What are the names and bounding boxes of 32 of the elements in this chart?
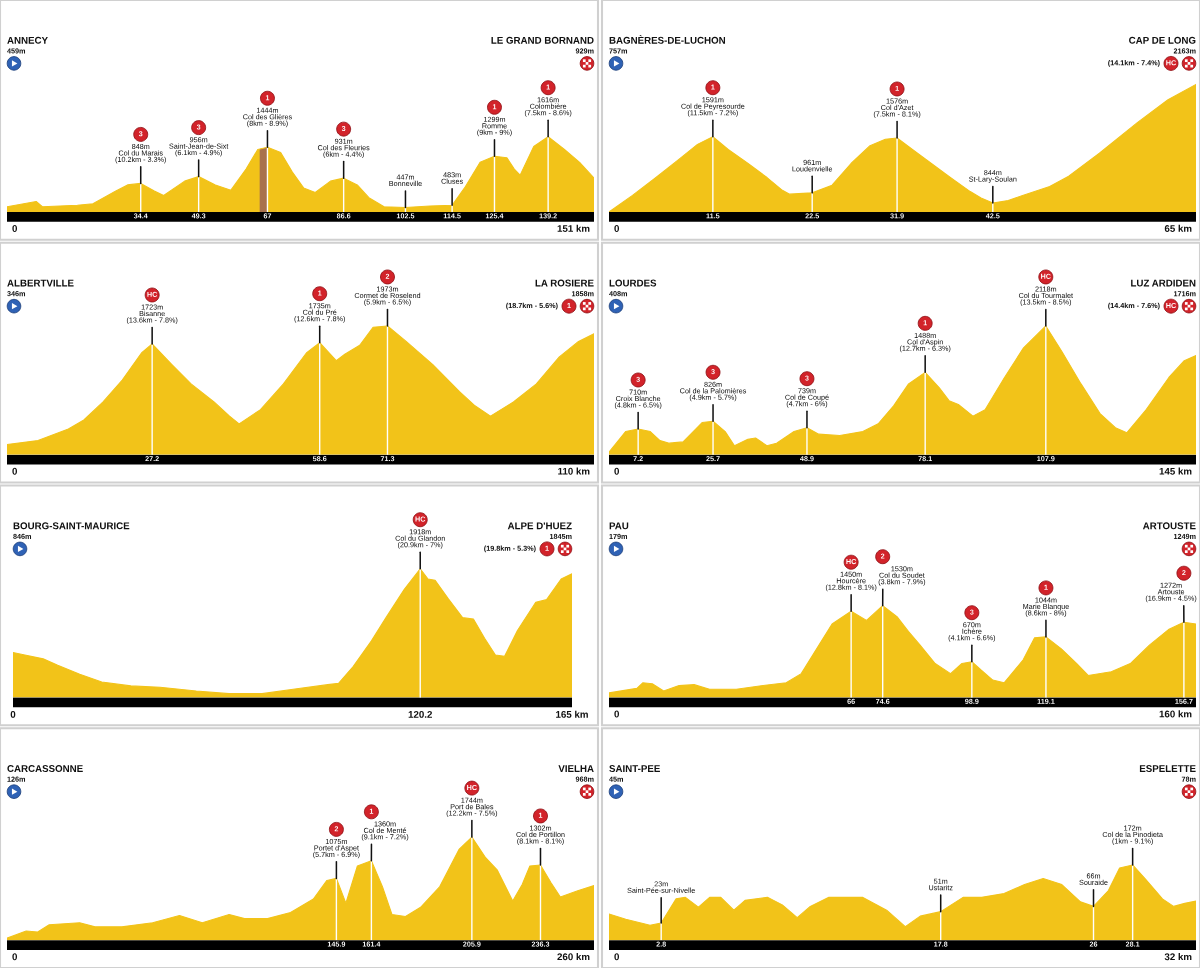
text: ESPELETTE <box>1139 765 1196 772</box>
text: 151 km <box>557 224 590 232</box>
text: LOURDES <box>609 279 657 287</box>
text: 0 <box>614 467 620 475</box>
text: 0 <box>614 225 620 232</box>
text: SAINT-PEE <box>609 765 660 772</box>
text: LA ROSIERE <box>535 279 594 287</box>
x-tick-label: 165 km <box>556 710 588 718</box>
x-tick-label: 120.2 <box>408 710 432 718</box>
text: 260 km <box>557 953 590 961</box>
text: 0 <box>12 953 18 961</box>
text: CARCASSONNE <box>7 765 83 772</box>
text: LE GRAND BORNAND <box>491 36 594 44</box>
text: VIELHA <box>558 765 594 772</box>
text: BOURG-SAINT-MAURICE <box>13 522 130 530</box>
text: 32 km <box>1164 953 1192 961</box>
text: 145 km <box>1159 467 1192 475</box>
text: 110 km <box>558 467 590 475</box>
text: ANNECY <box>7 36 48 44</box>
x-tick-label: 0 <box>10 710 16 718</box>
text: BAGNÈRES-DE-LUCHON <box>609 35 726 44</box>
text: ALBERTVILLE <box>7 279 74 287</box>
text: CAP DE LONG <box>1129 36 1196 44</box>
text: LUZ ARDIDEN <box>1131 279 1196 287</box>
text: 0 <box>614 953 620 961</box>
text: 160 km <box>1159 710 1192 718</box>
text: PAU <box>609 522 629 530</box>
text: 65 km <box>1164 224 1192 232</box>
text: 0 <box>12 467 18 475</box>
text: ALPE D'HUEZ <box>507 522 572 530</box>
text: 0 <box>12 225 18 232</box>
text: ARTOUSTE <box>1142 522 1196 530</box>
